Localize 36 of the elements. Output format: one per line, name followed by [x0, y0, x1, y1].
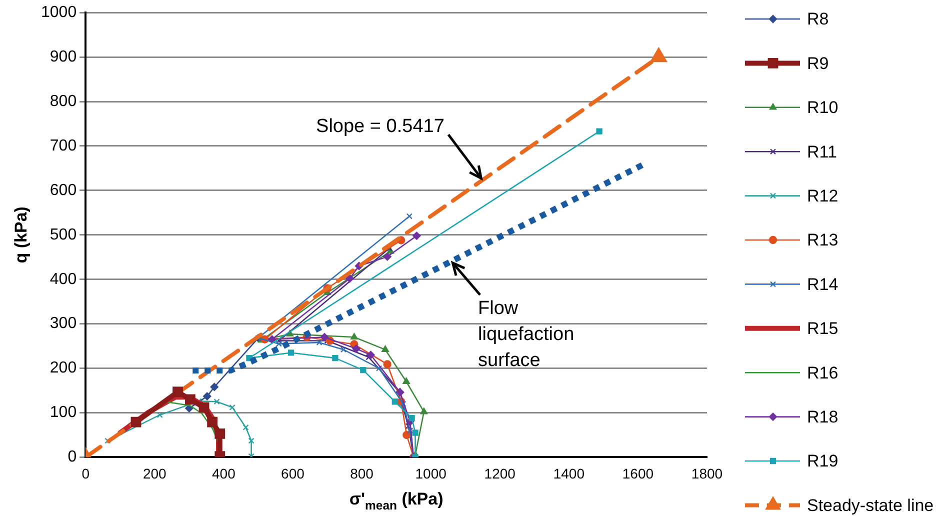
legend-label: R11 [807, 142, 837, 162]
legend-label: R12 [807, 186, 838, 206]
legend-label: R19 [807, 452, 838, 471]
x-tick-label: 200 [142, 465, 167, 482]
annotation: Flow liquefaction surface [478, 298, 574, 372]
x-tick-label: 1600 [622, 465, 654, 482]
y-tick-label: 700 [50, 137, 77, 154]
legend-label: R9 [807, 54, 829, 73]
y-axis-title: q (kPa) [12, 206, 31, 264]
y-tick-label: 0 [68, 448, 77, 466]
y-tick-label: 900 [50, 48, 77, 66]
x-tick-label: 800 [350, 465, 374, 482]
x-tick-label: 1400 [553, 465, 585, 482]
y-tick-label: 500 [50, 226, 77, 244]
y-tick-label: 100 [50, 404, 77, 422]
x-tick-label: 400 [212, 465, 236, 482]
legend-label: R14 [807, 274, 838, 294]
annotation: Slope = 0.5417 [316, 116, 444, 137]
x-tick-label: 1000 [415, 465, 447, 482]
y-tick-label: 400 [50, 270, 77, 288]
legend-label: Steady-state line [807, 496, 934, 515]
legend-label: R15 [807, 319, 838, 338]
x-tick-label: 600 [281, 465, 305, 482]
x-tick-label: 1800 [691, 465, 723, 482]
y-tick-label: 1000 [41, 4, 77, 22]
y-tick-label: 600 [50, 182, 77, 199]
legend-label: R16 [807, 363, 838, 382]
y-tick-label: 300 [50, 315, 77, 332]
legend-label: R13 [807, 230, 838, 250]
legend-label: R8 [807, 10, 829, 29]
legend-label: R18 [807, 407, 838, 426]
y-tick-label: 200 [50, 360, 77, 377]
y-tick-label: 800 [50, 92, 77, 110]
x-tick-label: 0 [82, 465, 90, 482]
legend-label: R10 [807, 98, 838, 118]
x-tick-label: 1200 [484, 465, 516, 482]
